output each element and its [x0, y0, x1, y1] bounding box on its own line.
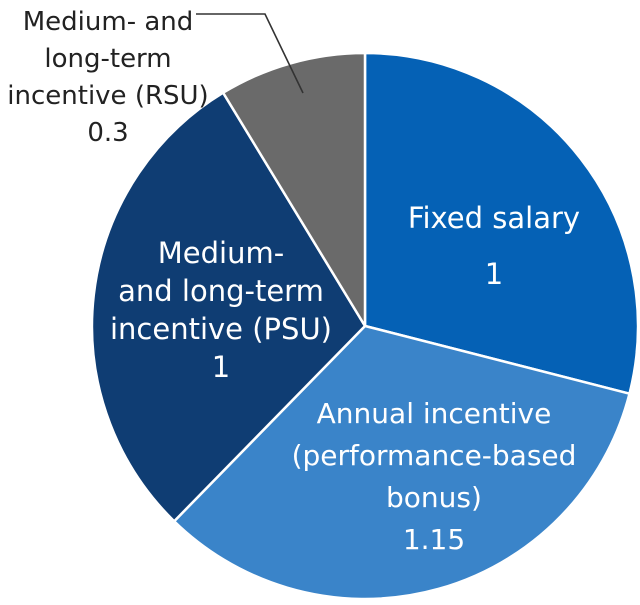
rsu-leader-line — [196, 13, 304, 94]
slice-label-line: Fixed salary — [408, 201, 580, 235]
slice-value-label: 1 — [212, 350, 230, 384]
pie-slice-annual-incentive-performance-based-bonus — [172, 324, 631, 601]
pie-slices — [90, 51, 640, 601]
slice-label-line: bonus) — [386, 481, 482, 514]
slice-label-line: and long-term — [118, 274, 324, 308]
slice-value-label: 1.15 — [403, 523, 465, 556]
slice-label-line: incentive (PSU) — [110, 312, 332, 346]
slice-value-label: 1 — [485, 257, 503, 291]
pie-slice-medium-and-long-term-incentive-rsu — [221, 51, 367, 328]
slice-label-line: Medium- and — [23, 7, 194, 37]
slice-label-line: long-term — [44, 44, 171, 74]
slice-labels: Fixed salary 1 Annual incentive (performanc… — [7, 7, 580, 556]
slice-value-label: 0.3 — [87, 118, 128, 148]
slice-label-line: Annual incentive — [317, 397, 552, 430]
slice-label-line: (performance-based — [292, 439, 577, 472]
pie-slice-medium-and-long-term-incentive-psu — [90, 91, 367, 523]
slice-label-line: Medium- — [158, 236, 284, 270]
leader-lines — [196, 13, 304, 94]
slice-label-line: incentive (RSU) — [7, 81, 208, 111]
pie-slice-fixed-salary — [363, 51, 640, 395]
